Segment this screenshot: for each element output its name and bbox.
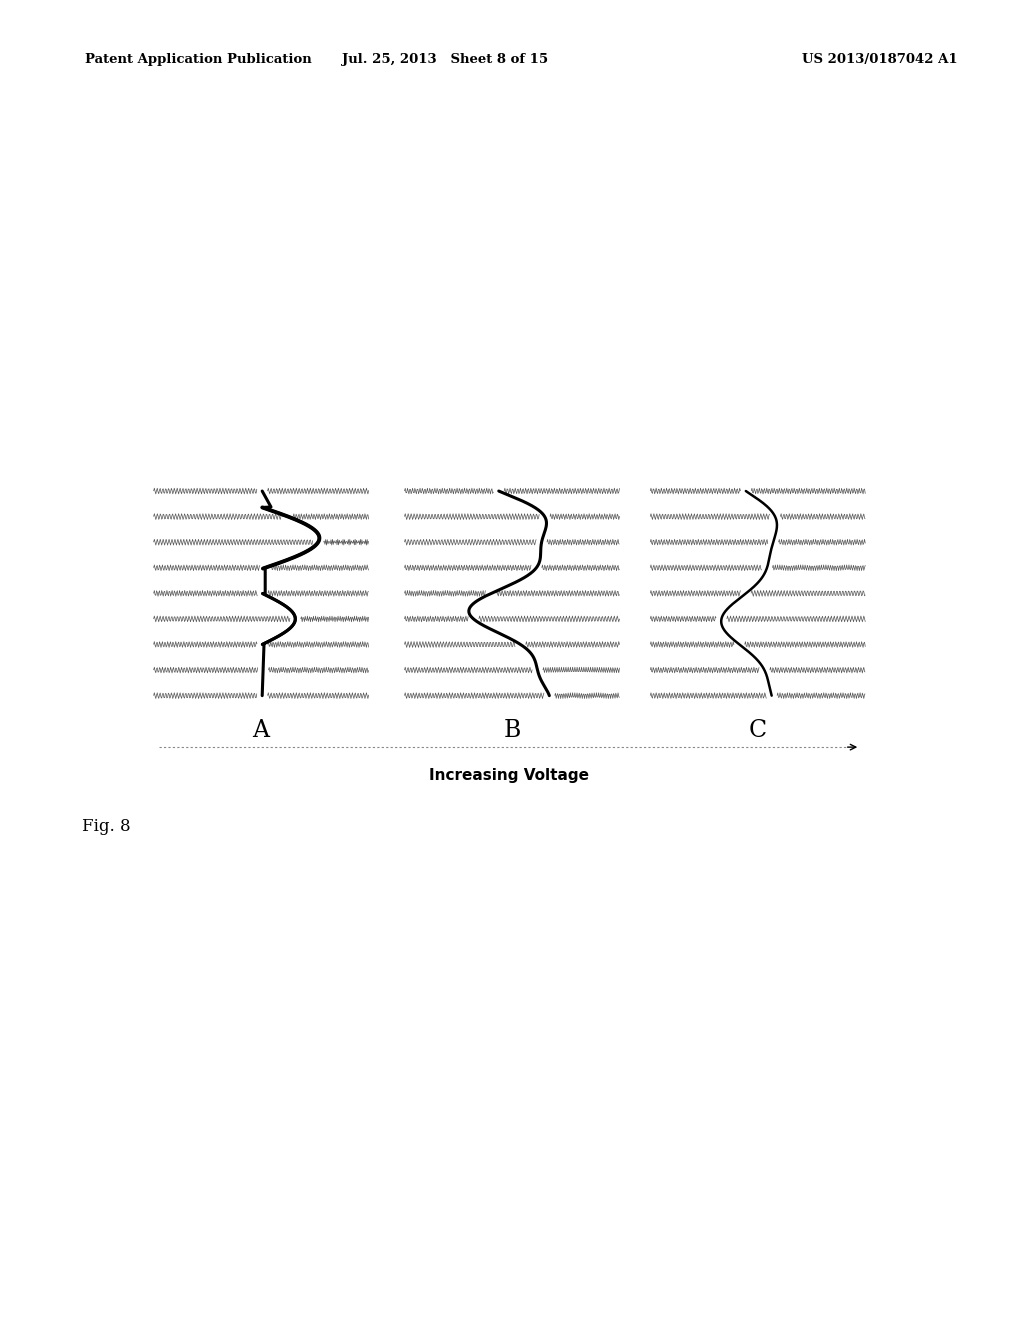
Text: US 2013/0187042 A1: US 2013/0187042 A1: [802, 53, 957, 66]
Text: Increasing Voltage: Increasing Voltage: [429, 768, 590, 783]
Text: Patent Application Publication: Patent Application Publication: [85, 53, 311, 66]
Text: B: B: [504, 719, 520, 742]
Text: Jul. 25, 2013   Sheet 8 of 15: Jul. 25, 2013 Sheet 8 of 15: [342, 53, 549, 66]
Text: A: A: [253, 719, 269, 742]
Text: Fig. 8: Fig. 8: [82, 818, 130, 836]
Text: C: C: [749, 719, 767, 742]
